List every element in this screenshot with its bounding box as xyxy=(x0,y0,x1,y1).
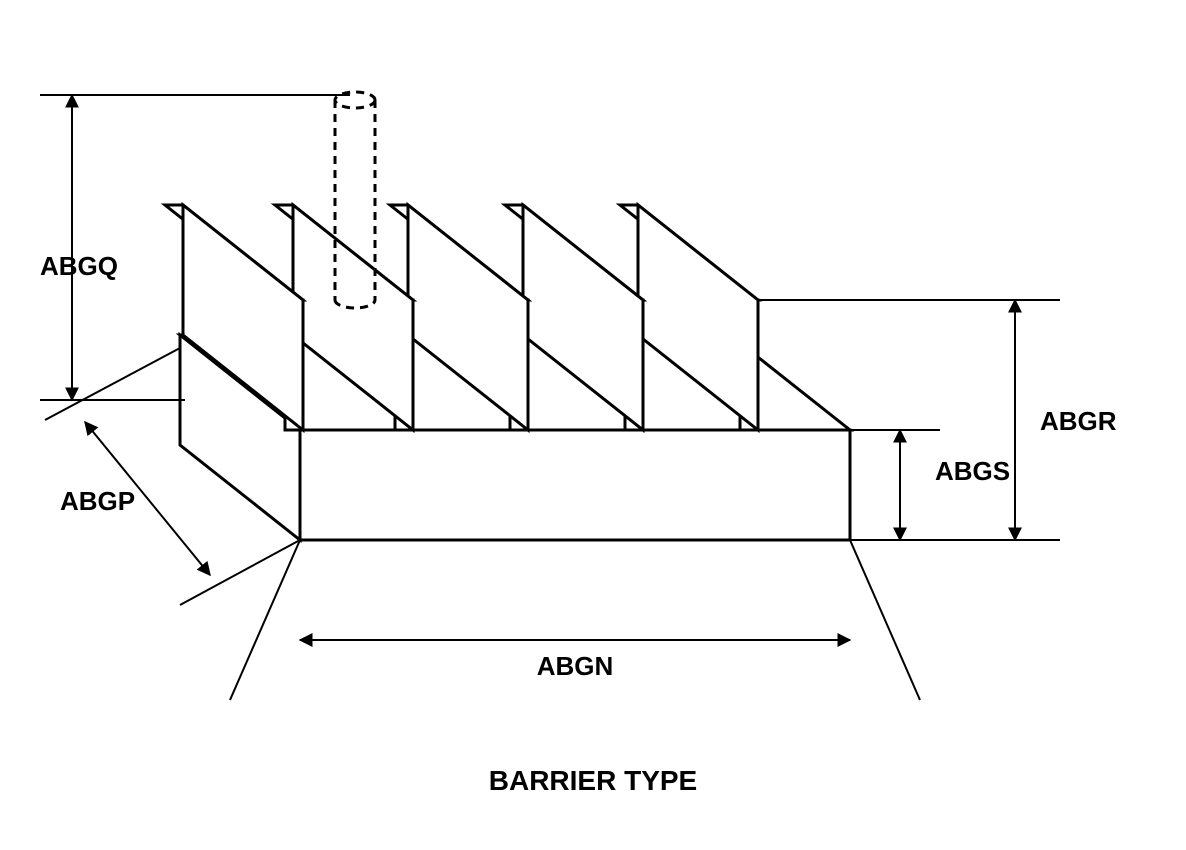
diagram-title: BARRIER TYPE xyxy=(489,765,697,796)
dim-abgs xyxy=(850,430,940,540)
label-abgn: ABGN xyxy=(537,651,614,681)
barrier-diagram: ABGQ ABGP ABGN ABGS ABGR BARRIER TYPE xyxy=(0,0,1186,850)
label-abgr: ABGR xyxy=(1040,406,1117,436)
label-abgq: ABGQ xyxy=(40,251,118,281)
label-abgp: ABGP xyxy=(60,486,135,516)
label-abgs: ABGS xyxy=(935,456,1010,486)
